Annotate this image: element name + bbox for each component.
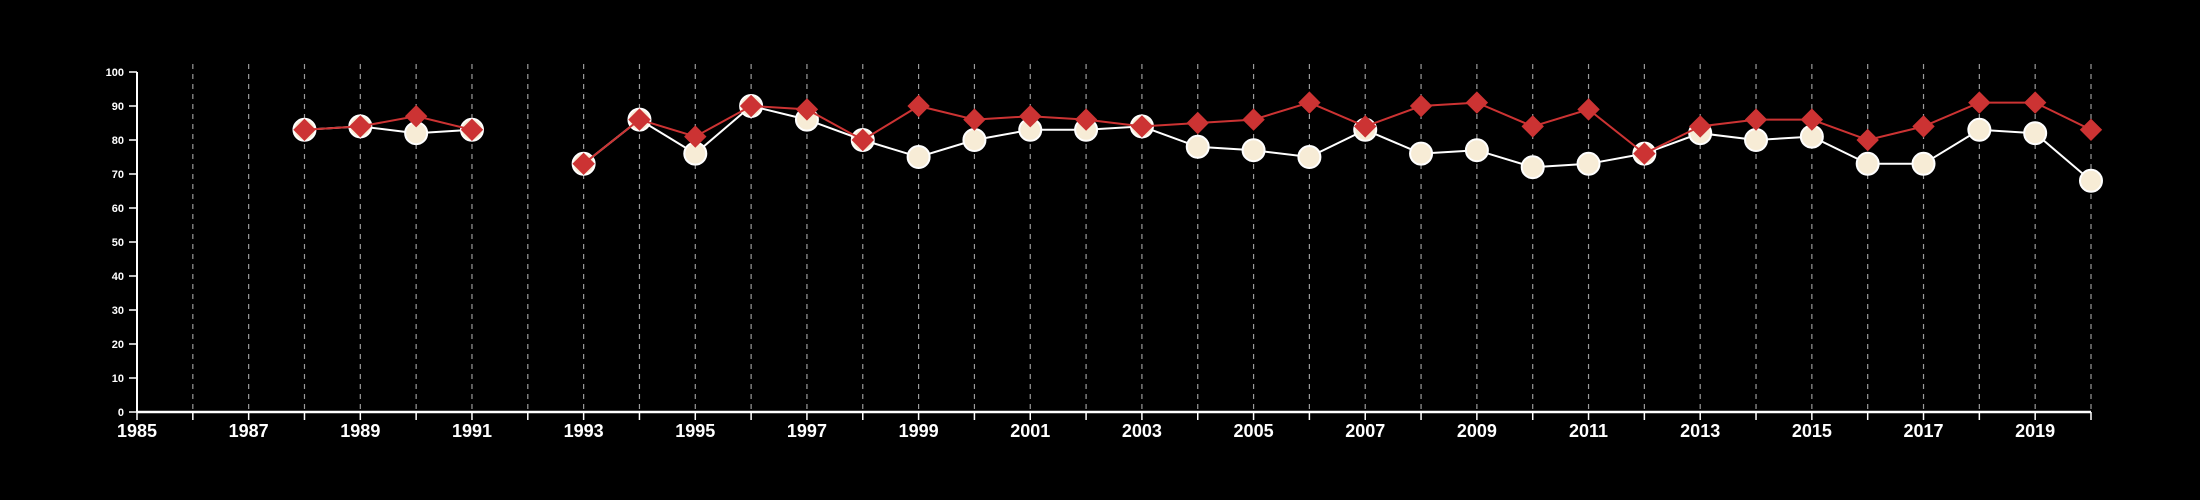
y-tick-label: 100 xyxy=(106,67,124,79)
data-point-diamond xyxy=(1912,115,1935,138)
data-point-diamond xyxy=(1186,111,1209,135)
x-tick-label: 2011 xyxy=(1569,421,1608,441)
data-point-circle xyxy=(1576,151,1601,176)
data-point-circle xyxy=(2023,121,2048,146)
data-point-diamond xyxy=(2079,118,2103,142)
series-line xyxy=(583,104,2092,182)
data-point-diamond xyxy=(1298,91,1321,114)
x-tick-label: 1995 xyxy=(675,421,715,441)
x-tick-label: 2015 xyxy=(1792,421,1832,441)
series-layer xyxy=(292,91,2103,193)
data-point-circle xyxy=(1520,155,1545,180)
x-tick-label: 1987 xyxy=(229,421,269,441)
series-line xyxy=(304,115,473,131)
data-point-circle xyxy=(906,145,931,169)
data-point-diamond xyxy=(907,94,930,118)
data-point-diamond xyxy=(1130,115,1154,138)
y-tick-label: 50 xyxy=(112,237,124,249)
data-point-circle xyxy=(1464,138,1489,163)
data-point-circle xyxy=(2079,168,2103,193)
data-point-diamond xyxy=(1354,115,1377,138)
x-tick-label: 2003 xyxy=(1122,421,1162,441)
data-point-circle xyxy=(1185,134,1210,159)
data-point-circle xyxy=(1911,151,1936,176)
y-tick-label: 0 xyxy=(118,407,124,419)
x-tick-label: 2005 xyxy=(1234,421,1274,441)
data-point-diamond xyxy=(795,98,819,121)
y-tick-label: 30 xyxy=(112,305,124,317)
y-tick-label: 70 xyxy=(112,169,124,181)
x-tick-label: 2017 xyxy=(1903,421,1943,441)
x-tick-label: 1991 xyxy=(452,421,492,441)
data-point-diamond xyxy=(404,104,428,128)
data-point-diamond xyxy=(1577,98,1600,121)
data-point-diamond xyxy=(1856,128,1879,152)
data-point-diamond xyxy=(1968,91,1991,114)
series-diamond xyxy=(293,91,2103,176)
data-point-circle xyxy=(1409,141,1434,166)
data-point-diamond xyxy=(1800,108,1824,131)
series-line xyxy=(583,101,2092,165)
data-point-diamond xyxy=(963,108,986,131)
data-point-diamond xyxy=(1242,108,1265,131)
data-point-circle xyxy=(1241,138,1266,163)
data-point-diamond xyxy=(293,118,316,142)
data-point-diamond xyxy=(1688,115,1712,138)
data-point-diamond xyxy=(1633,142,1656,165)
data-point-diamond xyxy=(739,94,763,118)
x-tick-label: 2013 xyxy=(1680,421,1720,441)
x-tick-label: 1985 xyxy=(117,421,157,441)
data-point-diamond xyxy=(460,118,484,142)
y-tick-label: 10 xyxy=(112,373,124,385)
x-tick-label: 1999 xyxy=(899,421,939,441)
data-point-diamond xyxy=(1409,94,1433,118)
data-point-diamond xyxy=(2023,91,2047,114)
y-tick-label: 40 xyxy=(112,271,124,283)
axes: 0 10 20 30 40 50 60 70 80 90 100 1985 1987 1989 1991 19… xyxy=(106,67,2092,441)
x-tick-label: 2019 xyxy=(2015,421,2055,441)
data-point-diamond xyxy=(1521,115,1544,138)
data-point-circle xyxy=(1855,151,1880,176)
data-point-circle xyxy=(1744,128,1769,152)
data-point-diamond xyxy=(628,108,651,131)
x-tick-label: 1989 xyxy=(340,421,380,441)
y-tick-label: 80 xyxy=(112,135,124,147)
data-point-diamond xyxy=(851,128,874,152)
x-tick-label: 2007 xyxy=(1345,421,1385,441)
data-point-diamond xyxy=(1744,108,1768,131)
x-tick-label: 2001 xyxy=(1010,421,1050,441)
x-tick-label: 1993 xyxy=(564,421,604,441)
data-point-circle xyxy=(1297,145,1322,169)
grid xyxy=(192,64,2092,412)
data-point-diamond xyxy=(1019,104,1042,128)
y-tick-label: 90 xyxy=(112,101,124,113)
y-tick-label: 60 xyxy=(112,203,124,215)
data-point-diamond xyxy=(349,115,372,138)
data-point-diamond xyxy=(572,152,595,176)
data-point-circle xyxy=(962,128,987,152)
data-point-circle xyxy=(1967,117,1992,142)
data-point-diamond xyxy=(1465,91,1489,114)
x-tick-label: 2009 xyxy=(1457,421,1497,441)
data-point-diamond xyxy=(1074,108,1098,131)
data-point-diamond xyxy=(684,125,707,148)
y-tick-label: 20 xyxy=(112,339,124,351)
x-tick-label: 1997 xyxy=(787,421,827,441)
